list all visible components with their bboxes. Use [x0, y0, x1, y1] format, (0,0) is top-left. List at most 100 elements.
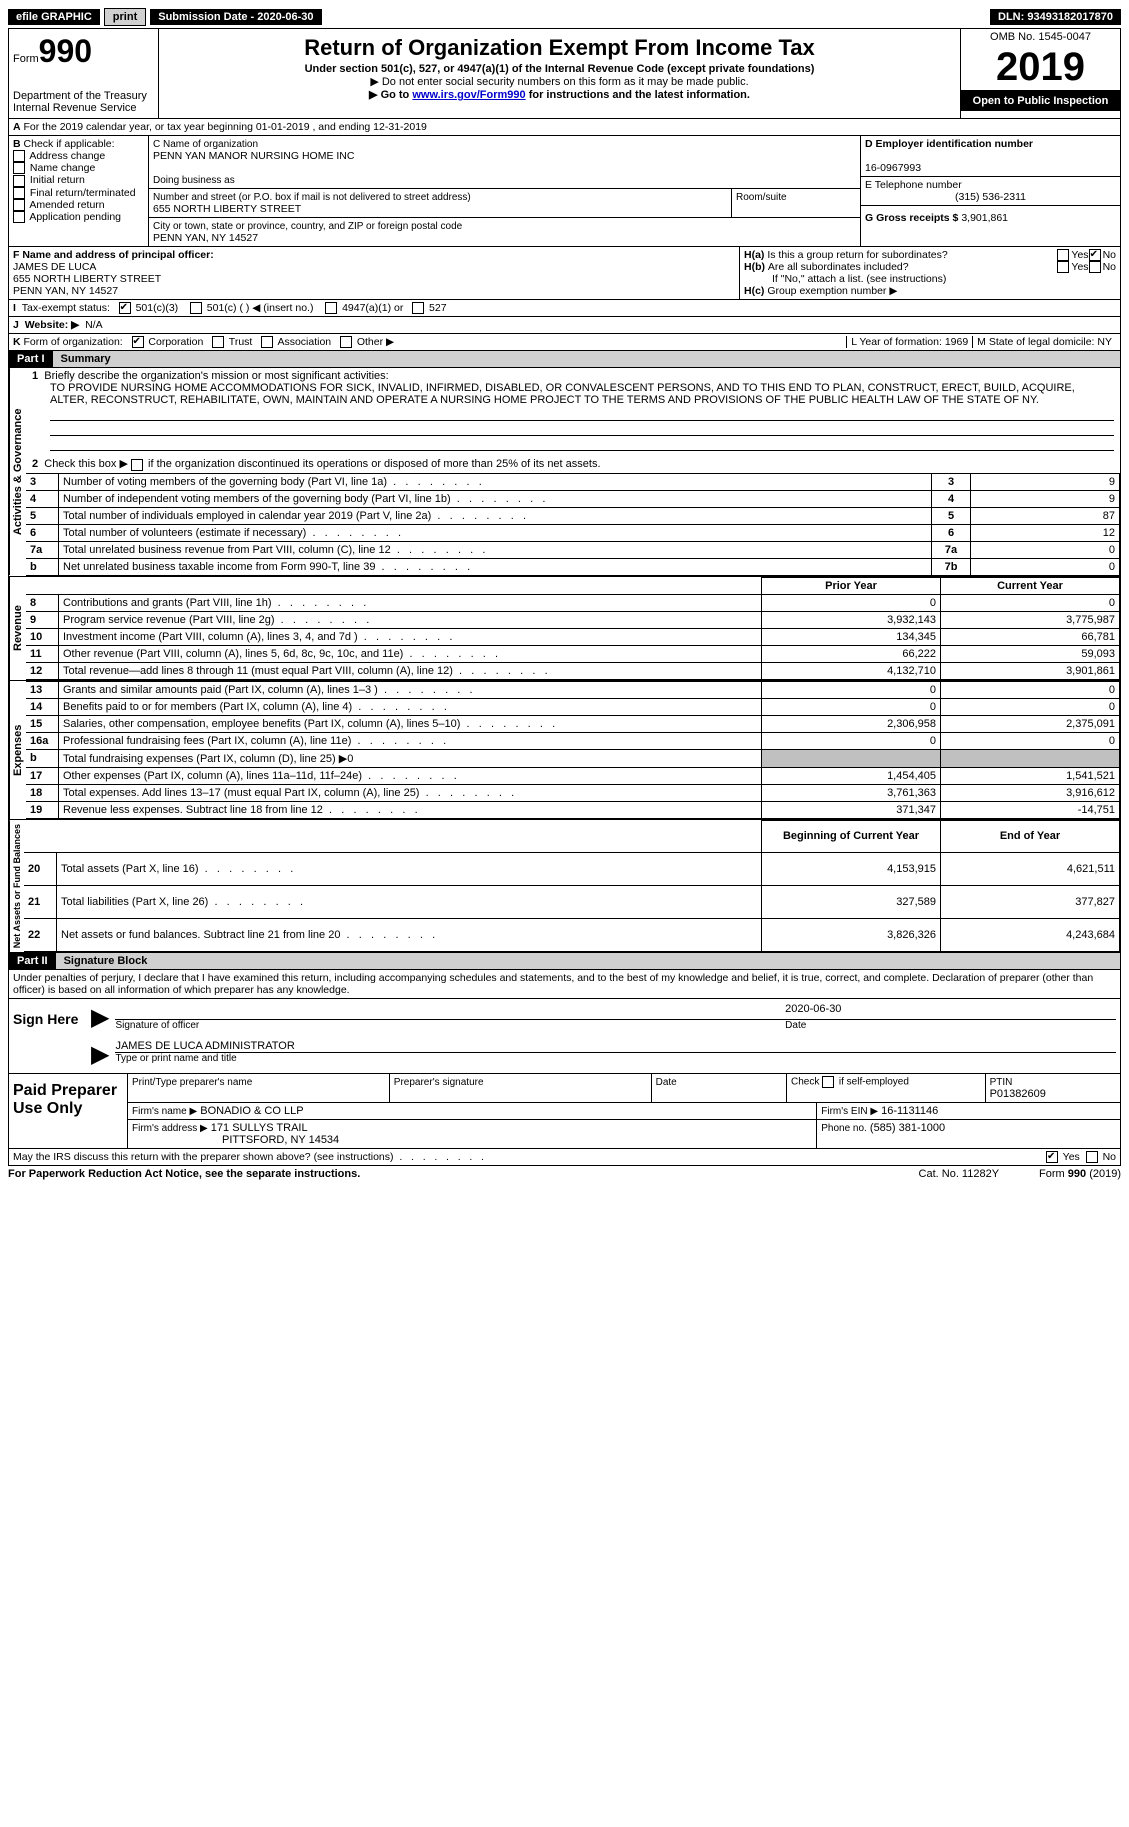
form-subtitle: Under section 501(c), 527, or 4947(a)(1)… — [163, 63, 956, 75]
cb-final[interactable] — [13, 187, 25, 199]
cb-name[interactable] — [13, 162, 25, 174]
line2-block: 2 Check this box ▶ if the organization d… — [26, 455, 1120, 472]
cb-trust[interactable] — [212, 336, 224, 348]
receipts-label: G Gross receipts $ — [865, 212, 958, 224]
form-word: Form — [13, 53, 39, 65]
form-footer: Form 990 (2019) — [1039, 1168, 1121, 1180]
cb-initial[interactable] — [13, 175, 25, 187]
sig-date: 2020-06-30 — [777, 1003, 1116, 1020]
part2-title: Signature Block — [56, 953, 1120, 969]
tax-year: 2019 — [961, 45, 1120, 91]
expenses-table: 13Grants and similar amounts paid (Part … — [26, 681, 1120, 819]
discuss-yes[interactable] — [1046, 1151, 1058, 1163]
street-label: Number and street (or P.O. box if mail i… — [153, 192, 471, 203]
sig-officer-line — [115, 1003, 777, 1020]
box-b-label: Check if applicable: — [24, 138, 115, 150]
revenue-block: Revenue Prior YearCurrent Year8Contribut… — [8, 577, 1121, 681]
cb-amended-label: Amended return — [29, 199, 104, 211]
opt-527: 527 — [429, 302, 447, 314]
officer-group-row: F Name and address of principal officer:… — [8, 247, 1121, 300]
part1-header: Part I — [9, 351, 53, 367]
opt-501c3: 501(c)(3) — [136, 302, 179, 314]
cb-self-employed[interactable] — [822, 1076, 834, 1088]
cb-501c3[interactable] — [119, 302, 131, 314]
firm-city: PITTSFORD, NY 14534 — [132, 1134, 339, 1146]
tax-status-label: Tax-exempt status: — [22, 302, 110, 314]
cb-pending[interactable] — [13, 211, 25, 223]
prep-name-label: Print/Type preparer's name — [132, 1077, 252, 1088]
governance-table: 3Number of voting members of the governi… — [26, 473, 1120, 576]
cb-527[interactable] — [412, 302, 424, 314]
opt-trust: Trust — [229, 336, 253, 348]
entity-info: B Check if applicable: Address change Na… — [8, 136, 1121, 247]
revenue-label: Revenue — [9, 577, 26, 680]
firm-addr: 171 SULLYS TRAIL — [211, 1122, 308, 1134]
note2-post: for instructions and the latest informat… — [526, 89, 750, 101]
discuss-no[interactable] — [1086, 1151, 1098, 1163]
website-row: J Website: ▶ N/A — [8, 317, 1121, 334]
hb-yes[interactable] — [1057, 261, 1069, 273]
cat-no: Cat. No. 11282Y — [879, 1168, 1040, 1180]
city-label: City or town, state or province, country… — [153, 221, 462, 232]
cb-initial-label: Initial return — [30, 174, 85, 186]
website-value: N/A — [85, 319, 103, 331]
sig-officer-label: Signature of officer — [115, 1020, 777, 1031]
governance-label: Activities & Governance — [9, 368, 26, 575]
ha-yes[interactable] — [1057, 249, 1069, 261]
form-title: Return of Organization Exempt From Incom… — [163, 35, 956, 61]
cb-other[interactable] — [340, 336, 352, 348]
org-name: PENN YAN MANOR NURSING HOME INC — [153, 150, 354, 162]
line1-block: 1 Briefly describe the organization's mi… — [26, 368, 1120, 455]
arrow-icon-2: ▶ — [91, 1040, 115, 1069]
city: PENN YAN, NY 14527 — [153, 232, 258, 244]
part2-header-row: Part II Signature Block — [8, 953, 1121, 970]
declaration: Under penalties of perjury, I declare th… — [8, 970, 1121, 999]
form-org-row: K Form of organization: Corporation Trus… — [8, 334, 1121, 351]
expenses-label: Expenses — [9, 681, 26, 819]
tax-status-row: I Tax-exempt status: 501(c)(3) 501(c) ( … — [8, 300, 1121, 317]
line2-text: Check this box ▶ if the organization dis… — [44, 458, 600, 470]
ein-label: D Employer identification number — [865, 138, 1033, 150]
cb-amended[interactable] — [13, 199, 25, 211]
discuss-label: May the IRS discuss this return with the… — [13, 1151, 394, 1163]
opt-assoc: Association — [277, 336, 331, 348]
hb-label: Are all subordinates included? — [768, 261, 1058, 273]
officer-name: JAMES DE LUCA — [13, 261, 96, 273]
cb-name-label: Name change — [30, 162, 95, 174]
ha-no[interactable] — [1089, 249, 1101, 261]
hb-no[interactable] — [1089, 261, 1101, 273]
opt-501c: 501(c) ( ) ◀ (insert no.) — [207, 302, 314, 314]
firm-name-label: Firm's name ▶ — [132, 1106, 197, 1117]
self-employed: Check if self-employed — [787, 1074, 986, 1102]
cb-corp[interactable] — [132, 336, 144, 348]
omb: OMB No. 1545-0047 — [961, 29, 1120, 45]
dept-label: Department of the Treasury Internal Reve… — [13, 90, 154, 114]
officer-street: 655 NORTH LIBERTY STREET — [13, 273, 161, 285]
name-label: C Name of organization — [153, 139, 258, 150]
prep-sig-label: Preparer's signature — [394, 1077, 484, 1088]
print-button[interactable]: print — [104, 8, 146, 26]
note2-pre: ▶ Go to — [369, 89, 412, 101]
officer-printed: JAMES DE LUCA ADMINISTRATOR — [115, 1040, 1116, 1053]
date-label: Date — [777, 1020, 1116, 1031]
cb-address[interactable] — [13, 150, 25, 162]
cb-assoc[interactable] — [261, 336, 273, 348]
opt-corp: Corporation — [148, 336, 203, 348]
officer-label: F Name and address of principal officer: — [13, 249, 214, 261]
prep-phone-label: Phone no. — [821, 1123, 867, 1134]
irs-link[interactable]: www.irs.gov/Form990 — [412, 89, 525, 101]
sign-here-label: Sign Here — [9, 999, 87, 1073]
submission-date: Submission Date - 2020-06-30 — [150, 9, 321, 25]
cb-discontinued[interactable] — [131, 459, 143, 471]
efile-label: efile GRAPHIC — [8, 9, 100, 25]
website-label: Website: ▶ — [25, 319, 80, 331]
cb-4947[interactable] — [325, 302, 337, 314]
revenue-table: Prior YearCurrent Year8Contributions and… — [26, 577, 1120, 680]
officer-city: PENN YAN, NY 14527 — [13, 285, 118, 297]
line-a: A For the 2019 calendar year, or tax yea… — [8, 119, 1121, 136]
firm-name: BONADIO & CO LLP — [200, 1105, 303, 1117]
ein: 16-0967993 — [865, 162, 921, 174]
footer: For Paperwork Reduction Act Notice, see … — [8, 1166, 1121, 1182]
netassets-block: Net Assets or Fund Balances Beginning of… — [8, 820, 1121, 953]
cb-501c[interactable] — [190, 302, 202, 314]
